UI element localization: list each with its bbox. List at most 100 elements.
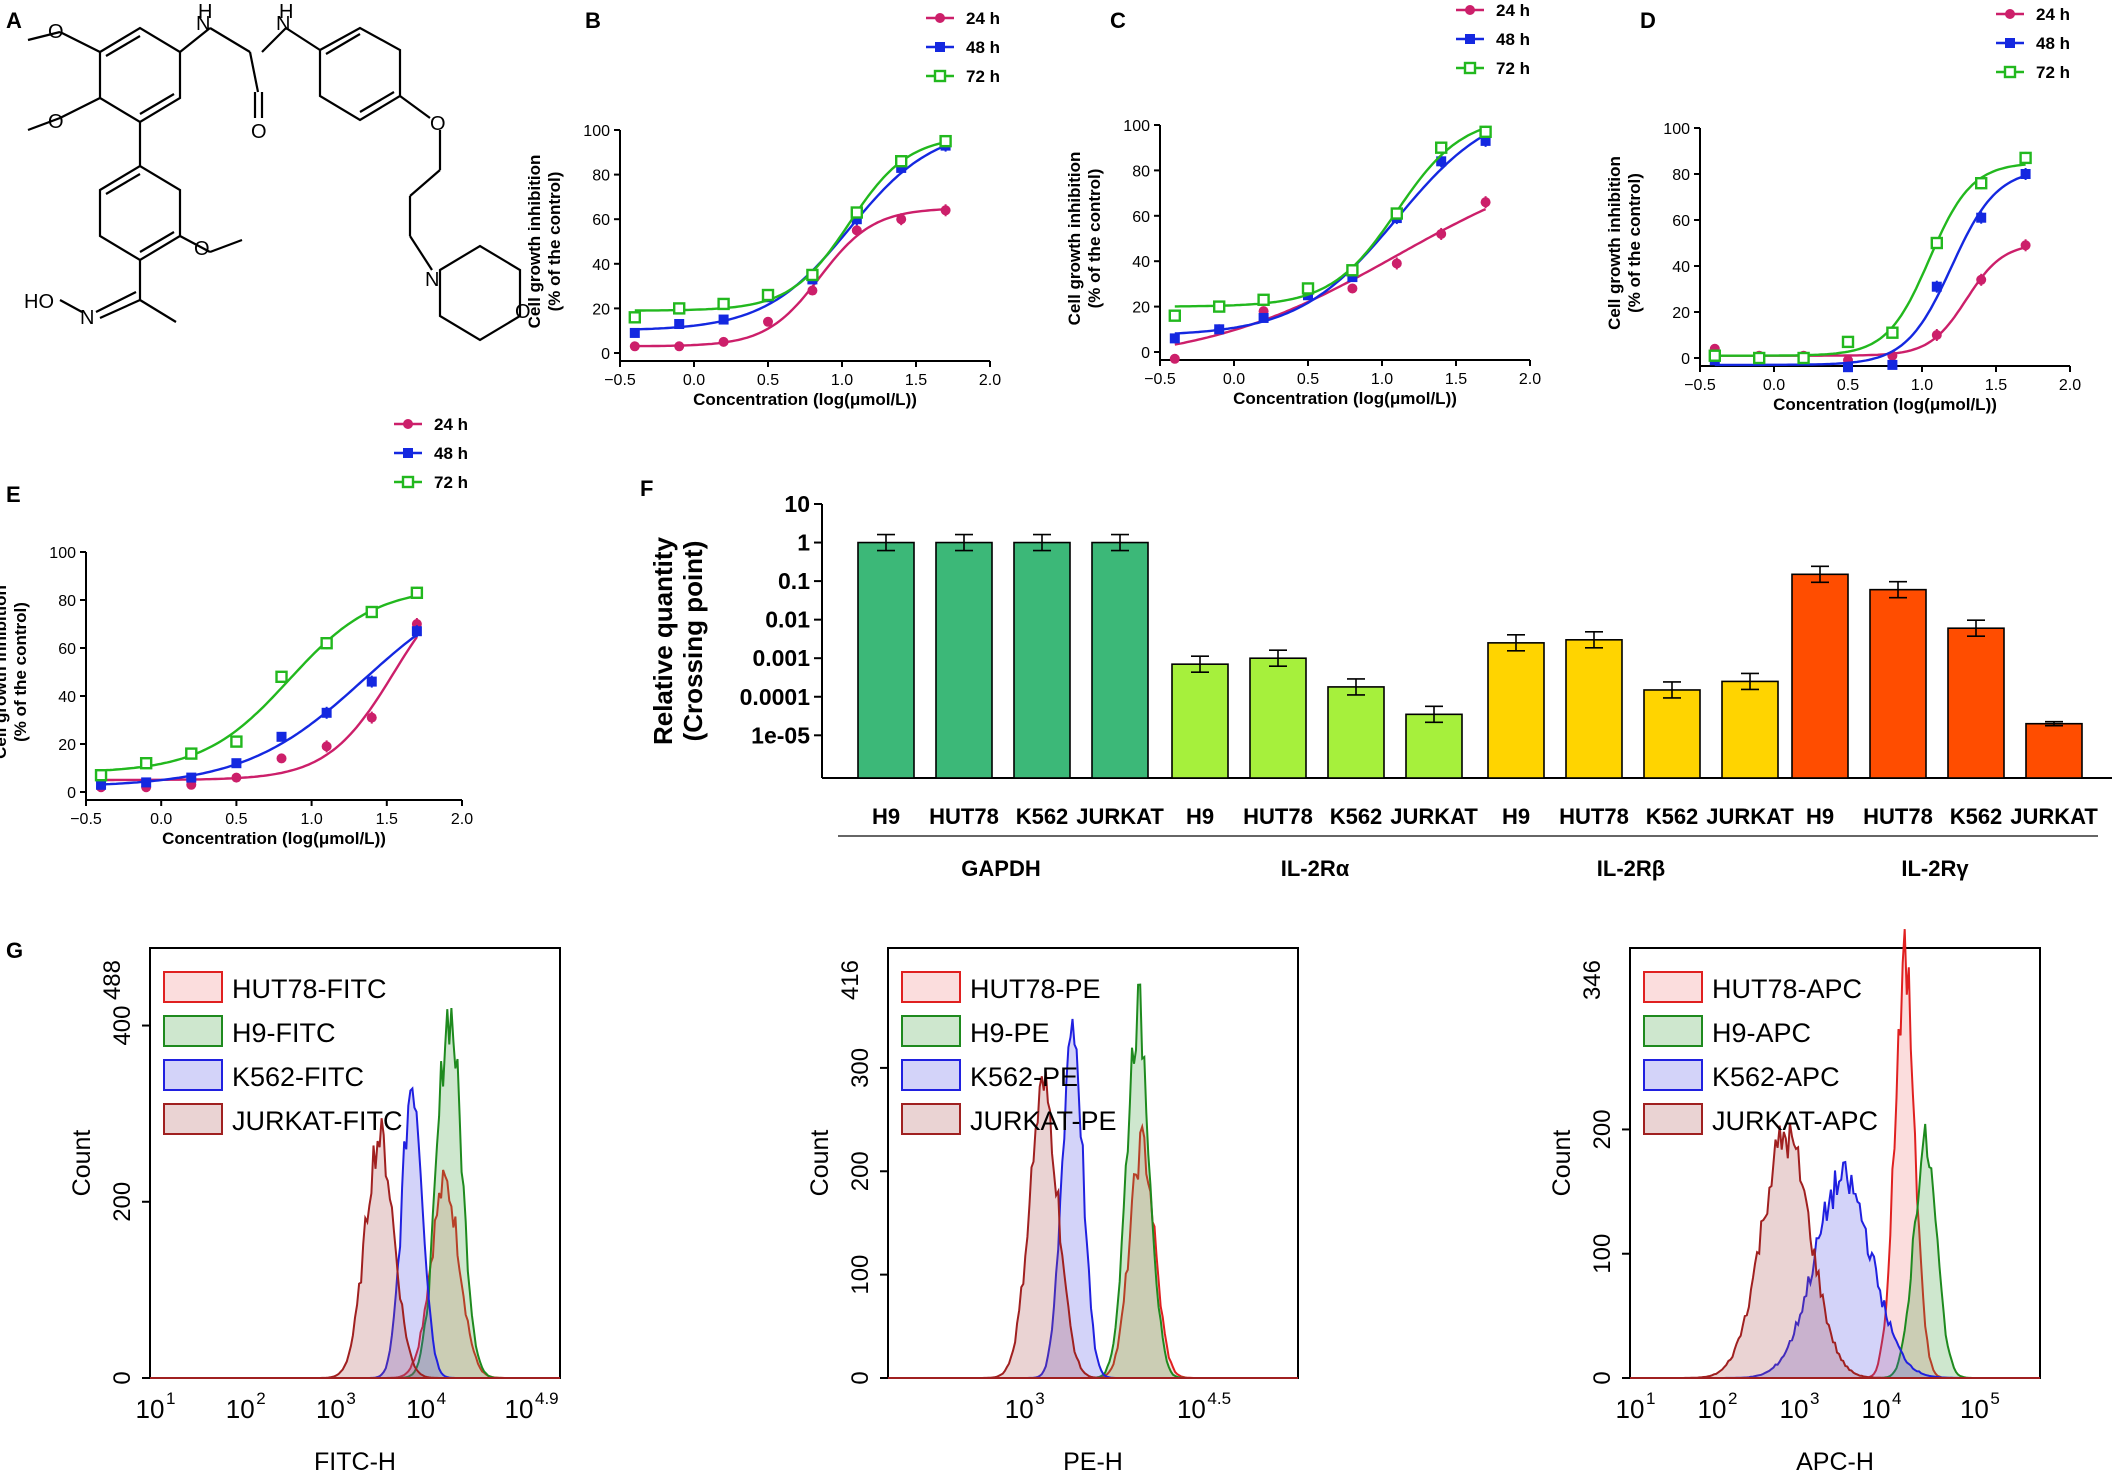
data-point — [2019, 151, 2032, 165]
chart-b: 0 20 40 60 80 100 −0.5 0.0 0.5 1.0 1.5 2.0 Concentra… — [525, 9, 1001, 409]
y-tick-label: 40 — [592, 257, 610, 274]
histogram — [1630, 1122, 2040, 1379]
x-tick-label: −0.5 — [1144, 371, 1176, 388]
series-line — [1174, 207, 1487, 346]
category-label: H9 — [872, 804, 900, 829]
y-tick-label: 200 — [847, 1151, 874, 1191]
x-axis-label: PE-H — [1063, 1448, 1123, 1476]
x-tick-label: 10 — [1177, 1394, 1206, 1424]
data-point — [366, 712, 377, 723]
legend-label: HUT78-FITC — [232, 974, 387, 1004]
data-point — [673, 302, 686, 315]
legend-marker — [935, 13, 945, 23]
y-tick-label: 20 — [592, 301, 610, 318]
x-tick-label: 1.0 — [831, 372, 853, 389]
group-label: IL-2Rβ — [1597, 856, 1665, 881]
data-point — [1930, 236, 1944, 250]
x-tick-label: 10 — [1616, 1394, 1645, 1424]
bar — [1643, 689, 1701, 779]
category-label: H9 — [1186, 804, 1214, 829]
data-point — [1168, 309, 1182, 322]
atom-label: H — [279, 1, 293, 23]
legend-label: HUT78-PE — [970, 974, 1101, 1004]
data-point — [806, 268, 819, 282]
legend-marker — [935, 42, 945, 52]
legend-marker — [403, 419, 413, 429]
data-point — [939, 134, 952, 148]
panel-label-g: G — [6, 938, 23, 963]
legend-label: K562-APC — [1712, 1062, 1840, 1092]
x-tick-label: −0.5 — [604, 372, 636, 389]
data-point — [1258, 312, 1269, 323]
data-point — [1931, 281, 1942, 292]
x-tick-label: 1.5 — [376, 811, 398, 828]
data-point — [411, 626, 422, 637]
data-point — [1976, 274, 1987, 285]
data-point — [1797, 351, 1810, 365]
legend-marker — [403, 448, 413, 458]
data-point — [321, 707, 332, 718]
histogram — [150, 1118, 560, 1379]
bar — [1869, 588, 1927, 779]
data-point — [141, 777, 152, 788]
legend-label: 24 h — [1496, 1, 1530, 20]
category-label: K562 — [1646, 804, 1699, 829]
data-point — [320, 637, 333, 650]
data-point — [717, 297, 730, 311]
plot-frame — [887, 947, 1299, 1379]
bar — [2025, 722, 2083, 779]
histogram — [888, 1071, 1298, 1379]
legend-label: JURKAT-PE — [970, 1106, 1117, 1136]
y-tick-label: 60 — [592, 212, 610, 229]
legend-label: H9-APC — [1712, 1018, 1811, 1048]
atom-label: O — [48, 21, 64, 43]
y-axis-label: (% of the control) — [1625, 173, 1644, 313]
panel-label-c: C — [1110, 8, 1126, 33]
atom-label: HO — [24, 291, 54, 313]
atom-label: O — [515, 301, 531, 323]
series-line — [100, 594, 418, 772]
category-label: H9 — [1806, 804, 1834, 829]
legend-label: K562-FITC — [232, 1062, 364, 1092]
legend-marker — [2005, 38, 2015, 48]
x-tick-exponent: 3 — [346, 1389, 355, 1408]
y-max-label: 416 — [837, 960, 864, 1000]
x-tick-label: 10 — [1005, 1394, 1034, 1424]
bar — [1947, 627, 2005, 779]
data-point — [1480, 135, 1491, 146]
y-tick-label: 100 — [847, 1255, 874, 1295]
y-tick-label: 0 — [847, 1371, 874, 1384]
y-tick-label: 0.0001 — [740, 684, 811, 710]
data-point — [230, 735, 243, 748]
data-point — [940, 205, 951, 216]
category-label: K562 — [1330, 804, 1383, 829]
series-line — [1714, 174, 2026, 367]
atom-label: O — [430, 113, 446, 135]
y-tick-label: 1 — [797, 530, 810, 556]
y-tick-label: 60 — [1132, 209, 1150, 226]
data-point — [231, 772, 242, 783]
data-point — [366, 676, 377, 687]
legend-swatch — [1643, 1103, 1703, 1135]
legend-marker — [2003, 65, 2017, 79]
data-point — [895, 155, 908, 168]
x-tick-label: 2.0 — [451, 811, 473, 828]
x-tick-label: 2.0 — [979, 372, 1001, 389]
x-tick-label: 0.0 — [683, 372, 705, 389]
legend-label: JURKAT-APC — [1712, 1106, 1878, 1136]
legend-marker — [1465, 34, 1475, 44]
data-point — [1843, 362, 1853, 373]
series-line — [634, 140, 946, 312]
category-label: K562 — [1016, 804, 1069, 829]
atom-label: H — [198, 1, 212, 23]
x-tick-label: 1.5 — [1985, 377, 2007, 394]
data-point — [185, 747, 198, 760]
data-point — [851, 225, 862, 236]
category-label: JURKAT — [1390, 804, 1478, 829]
legend-swatch — [163, 1015, 223, 1047]
legend-marker — [401, 475, 415, 489]
x-axis-label: APC-H — [1796, 1448, 1874, 1476]
data-point — [1974, 176, 1988, 190]
atom-label: O — [48, 111, 64, 133]
bar — [1791, 573, 1849, 779]
